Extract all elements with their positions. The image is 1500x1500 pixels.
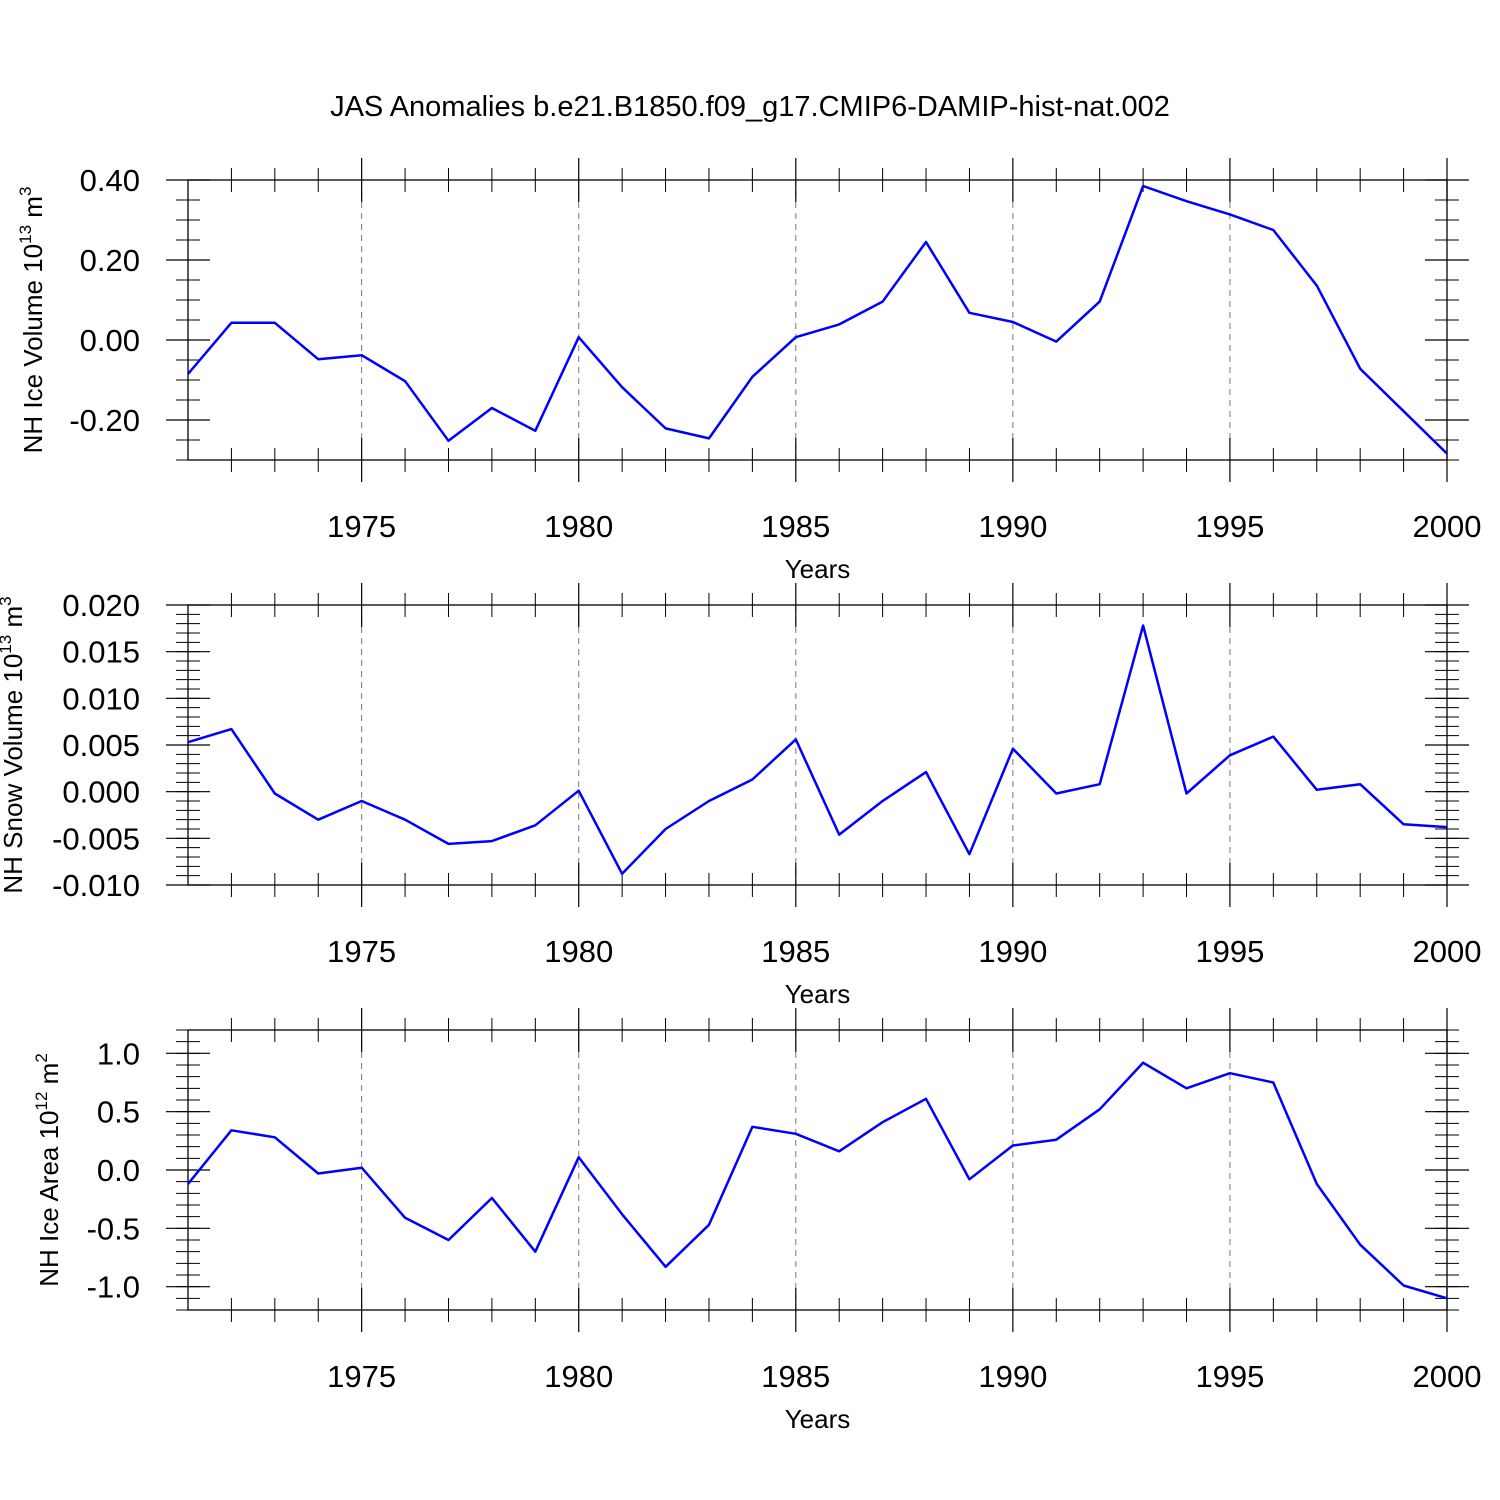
y-tick-label: 0.40 bbox=[80, 163, 140, 198]
panel-1: 1975 1980 1985 1990 1995 2000 0.40 0.20 0.00 -0.2… bbox=[16, 158, 1481, 584]
x-tick-label: 1980 bbox=[544, 1359, 613, 1394]
x-axis-label: Years bbox=[785, 1404, 851, 1434]
chart-title: JAS Anomalies b.e21.B1850.f09_g17.CMIP6-… bbox=[330, 91, 1170, 123]
x-tick-label: 1975 bbox=[327, 509, 396, 544]
y-tick-label: 0.020 bbox=[62, 588, 140, 623]
panel-2: 1975 1980 1985 1990 1995 2000 0.020 0.015 0.010 0… bbox=[0, 583, 1481, 1009]
y-tick-label: 0.0 bbox=[97, 1153, 140, 1188]
x-tick-label: 1985 bbox=[761, 509, 830, 544]
x-tick-label: 1990 bbox=[978, 509, 1047, 544]
plot-frame bbox=[187, 1029, 1448, 1311]
x-tick-label: 1990 bbox=[978, 1359, 1047, 1394]
x-tick-label: 2000 bbox=[1413, 509, 1482, 544]
x-axis-label: Years bbox=[785, 979, 851, 1009]
x-tick-label: 1985 bbox=[761, 1359, 830, 1394]
x-tick-label: 1975 bbox=[327, 1359, 396, 1394]
x-tick-label: 1980 bbox=[544, 509, 613, 544]
x-tick-label: 1975 bbox=[327, 934, 396, 969]
series-line bbox=[187, 1061, 1448, 1300]
x-tick-label: 1995 bbox=[1195, 509, 1264, 544]
y-axis-label: NH Ice Volume 1013 m3 bbox=[16, 187, 48, 454]
x-tick-label: 1980 bbox=[544, 934, 613, 969]
y-tick-label: -1.0 bbox=[87, 1270, 140, 1305]
y-tick-label: 0.005 bbox=[62, 728, 140, 763]
series-line bbox=[187, 624, 1448, 876]
x-tick-label: 2000 bbox=[1413, 1359, 1482, 1394]
panel-3: 1975 1980 1985 1990 1995 2000 1.0 0.5 0.0 -0.5 -1.… bbox=[32, 1008, 1481, 1434]
y-tick-label: -0.20 bbox=[69, 403, 140, 438]
y-axis-label: NH Snow Volume 1013 m3 bbox=[0, 596, 28, 893]
y-tick-label: 0.20 bbox=[80, 243, 140, 278]
y-tick-label: 0.5 bbox=[97, 1095, 140, 1130]
y-tick-label: 0.015 bbox=[62, 635, 140, 670]
x-tick-label: 1995 bbox=[1195, 934, 1264, 969]
series-line bbox=[187, 184, 1448, 455]
y-tick-label: -0.010 bbox=[52, 868, 140, 903]
y-tick-label: -0.5 bbox=[87, 1211, 140, 1246]
x-tick-label: 1995 bbox=[1195, 1359, 1264, 1394]
x-tick-label: 1985 bbox=[761, 934, 830, 969]
y-tick-label: 0.000 bbox=[62, 775, 140, 810]
plot-frame bbox=[187, 179, 1448, 461]
x-tick-label: 1990 bbox=[978, 934, 1047, 969]
x-tick-label: 2000 bbox=[1413, 934, 1482, 969]
y-tick-label: 1.0 bbox=[97, 1036, 140, 1071]
chart-panels: 1975 1980 1985 1990 1995 2000 0.40 0.20 0.00 -0.2… bbox=[0, 158, 1481, 1434]
plot-frame bbox=[187, 604, 1448, 886]
y-axis-label: NH Ice Area 1012 m2 bbox=[32, 1053, 64, 1287]
y-tick-label: 0.00 bbox=[80, 323, 140, 358]
x-axis-label: Years bbox=[785, 554, 851, 584]
y-tick-label: 0.010 bbox=[62, 681, 140, 716]
y-tick-label: -0.005 bbox=[52, 821, 140, 856]
